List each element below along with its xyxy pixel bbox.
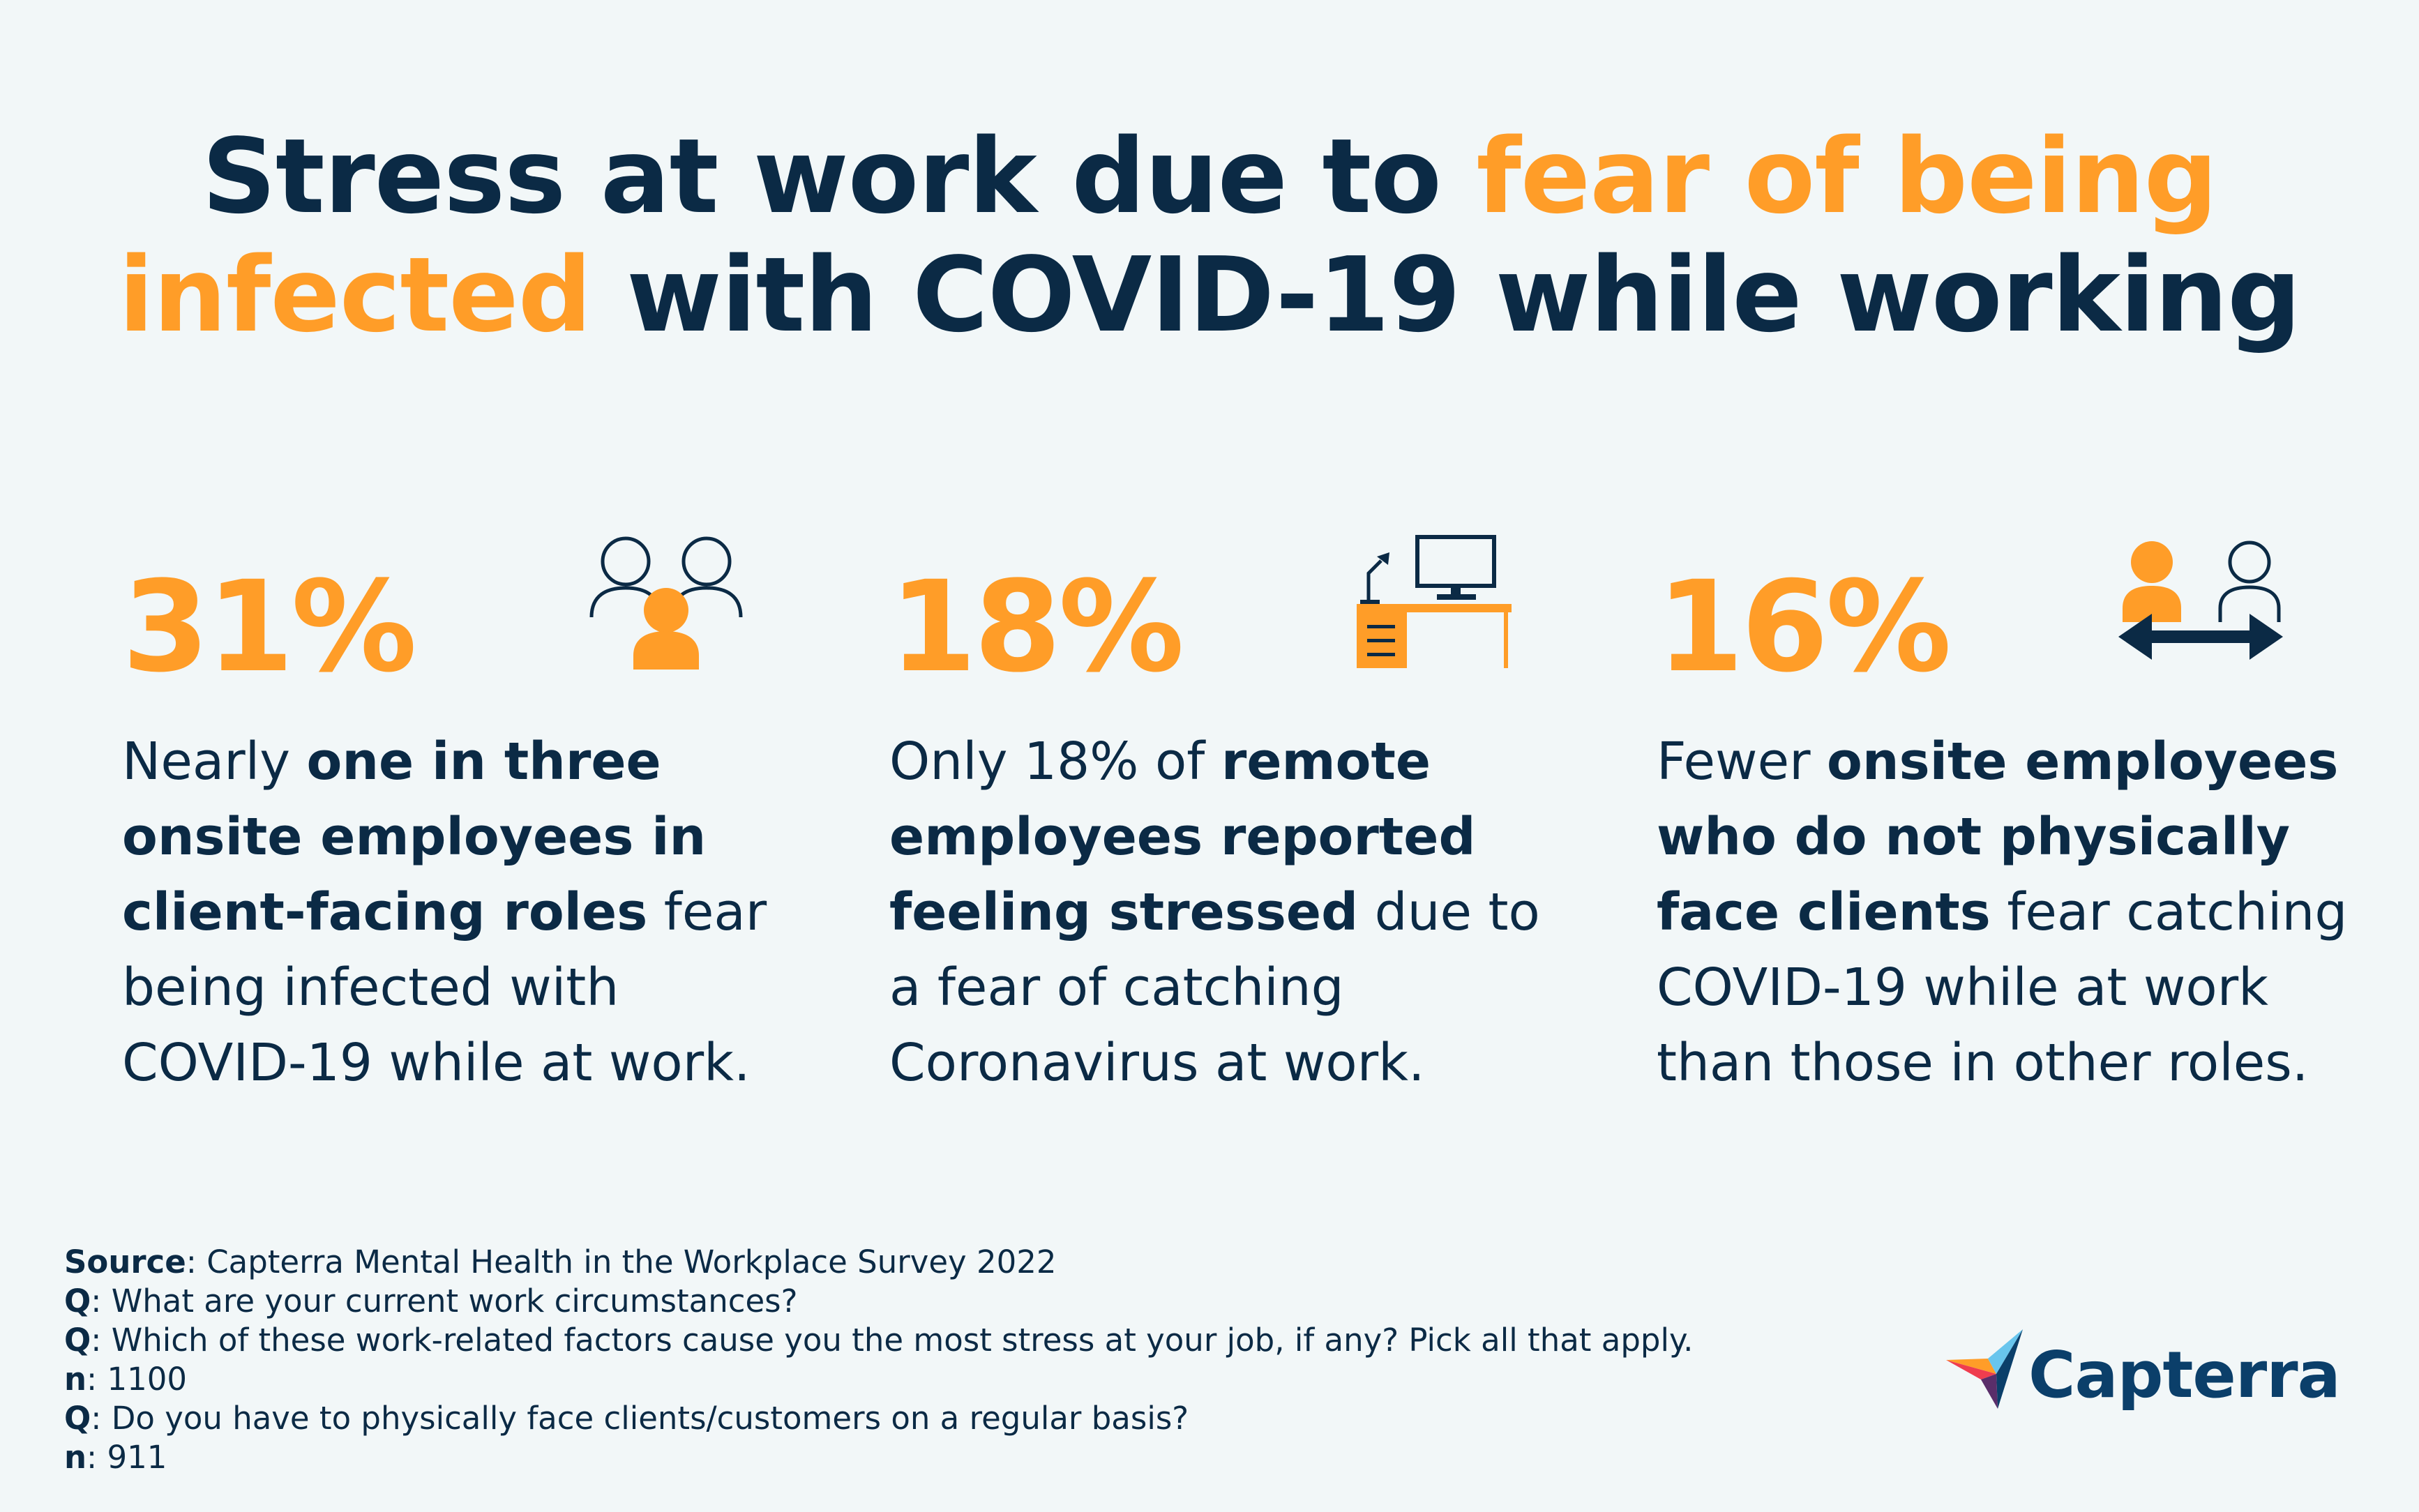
- stat-description: Only 18% of remote employees reported fe…: [889, 724, 1587, 1101]
- footnote-line: Q: Which of these work-related factors c…: [64, 1321, 1693, 1360]
- stat-description: Fewer onsite employees who do not physic…: [1657, 724, 2354, 1101]
- footnote-text: : Do you have to physically face clients…: [91, 1400, 1189, 1437]
- stat-card-onsite-client-facing: 31% Nearly one in three onsite employees…: [122, 558, 820, 1101]
- desc-text: fear being infected with COVID-19 while …: [122, 882, 767, 1093]
- footnote-text: : Capterra Mental Health in the Workplac…: [186, 1243, 1057, 1280]
- capterra-logo-icon: [1946, 1329, 2023, 1409]
- footnote-label: Q: [64, 1322, 91, 1359]
- source-footnote: Source: Capterra Mental Health in the Wo…: [64, 1243, 1693, 1477]
- stat-percent: 16%: [1657, 554, 1952, 700]
- footnote-text: : Which of these work-related factors ca…: [91, 1322, 1694, 1359]
- desc-text: Only 18% of: [889, 732, 1221, 792]
- footnote-text: : 1100: [86, 1361, 188, 1398]
- stat-card-remote: 18% Only 18% of remote employees reporte…: [889, 558, 1587, 1101]
- footnote-label: n: [64, 1361, 87, 1398]
- footnote-label: Q: [64, 1400, 91, 1437]
- page-title: Stress at work due to fear of being infe…: [0, 117, 2419, 354]
- footnote-line: n: 1100: [64, 1360, 1693, 1399]
- stat-percent: 31%: [122, 554, 417, 700]
- desc-bold: remote employees reported feeling stress…: [889, 732, 1476, 942]
- footnote-label: n: [64, 1439, 87, 1476]
- stat-card-onsite-non-client: 16% Fewer onsite employees who do not ph…: [1657, 558, 2354, 1101]
- desc-text: fear catching COVID-19 while at work tha…: [1657, 882, 2348, 1093]
- title-highlight2: infected: [118, 235, 592, 355]
- title-highlight1: fear of being: [1476, 116, 2217, 236]
- footnote-line: Source: Capterra Mental Health in the Wo…: [64, 1243, 1693, 1282]
- home-office-desk-icon: [1357, 535, 1512, 668]
- desc-bold: onsite employees who do not physically f…: [1657, 732, 2339, 942]
- stat-description: Nearly one in three onsite employees in …: [122, 724, 820, 1101]
- title-part2: with COVID-19 while working: [591, 235, 2301, 355]
- desc-bold: one in three onsite employees in client-…: [122, 732, 707, 942]
- capterra-logo: Capterra: [1946, 1325, 2341, 1423]
- desc-text: due to a fear of catching Coronavirus at…: [889, 882, 1540, 1093]
- people-exchange-icon: [2118, 540, 2283, 660]
- people-group-icon: [589, 536, 743, 670]
- footnote-text: : 911: [86, 1439, 167, 1476]
- footnote-line: Q: Do you have to physically face client…: [64, 1399, 1693, 1438]
- capterra-logo-text: Capterra: [2028, 1338, 2341, 1412]
- footnote-line: n: 911: [64, 1438, 1693, 1477]
- footnote-label: Q: [64, 1283, 91, 1320]
- stat-percent: 18%: [889, 554, 1184, 700]
- footnote-line: Q: What are your current work circumstan…: [64, 1282, 1693, 1321]
- footnote-text: : What are your current work circumstanc…: [91, 1283, 798, 1320]
- footnote-label: Source: [64, 1243, 186, 1280]
- desc-text: Fewer: [1657, 732, 1828, 792]
- desc-text: Nearly: [122, 732, 307, 792]
- title-part1: Stress at work due to: [202, 116, 1477, 236]
